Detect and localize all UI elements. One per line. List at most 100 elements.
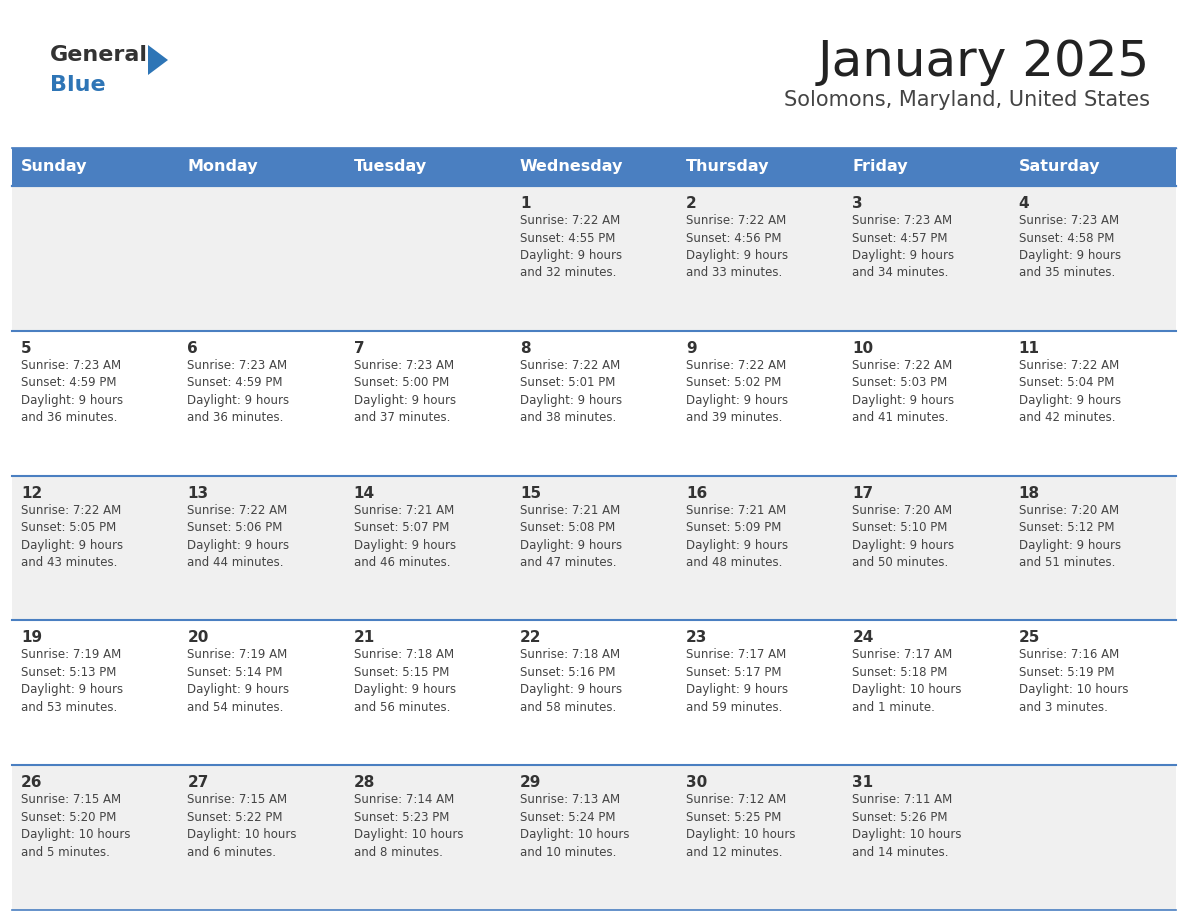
- Bar: [12, 330, 178, 476]
- Text: 30: 30: [687, 775, 707, 790]
- Bar: [843, 766, 1010, 910]
- Text: Sunrise: 7:18 AM
Sunset: 5:15 PM
Daylight: 9 hours
and 56 minutes.: Sunrise: 7:18 AM Sunset: 5:15 PM Dayligh…: [354, 648, 456, 714]
- Bar: [12, 621, 178, 766]
- Text: 29: 29: [520, 775, 542, 790]
- Text: 28: 28: [354, 775, 375, 790]
- Bar: [345, 186, 511, 330]
- Bar: [511, 148, 677, 186]
- Bar: [843, 621, 1010, 766]
- Bar: [345, 330, 511, 476]
- Bar: [1010, 476, 1176, 621]
- Bar: [843, 186, 1010, 330]
- Text: 26: 26: [21, 775, 43, 790]
- Polygon shape: [148, 45, 168, 75]
- Text: Sunrise: 7:22 AM
Sunset: 4:56 PM
Daylight: 9 hours
and 33 minutes.: Sunrise: 7:22 AM Sunset: 4:56 PM Dayligh…: [687, 214, 789, 279]
- Text: Saturday: Saturday: [1019, 160, 1100, 174]
- Text: Sunrise: 7:19 AM
Sunset: 5:14 PM
Daylight: 9 hours
and 54 minutes.: Sunrise: 7:19 AM Sunset: 5:14 PM Dayligh…: [188, 648, 290, 714]
- Text: Sunrise: 7:17 AM
Sunset: 5:18 PM
Daylight: 10 hours
and 1 minute.: Sunrise: 7:17 AM Sunset: 5:18 PM Dayligh…: [853, 648, 962, 714]
- Text: Sunrise: 7:12 AM
Sunset: 5:25 PM
Daylight: 10 hours
and 12 minutes.: Sunrise: 7:12 AM Sunset: 5:25 PM Dayligh…: [687, 793, 796, 858]
- Text: 21: 21: [354, 631, 375, 645]
- Text: Sunrise: 7:23 AM
Sunset: 4:59 PM
Daylight: 9 hours
and 36 minutes.: Sunrise: 7:23 AM Sunset: 4:59 PM Dayligh…: [21, 359, 124, 424]
- Text: Sunrise: 7:13 AM
Sunset: 5:24 PM
Daylight: 10 hours
and 10 minutes.: Sunrise: 7:13 AM Sunset: 5:24 PM Dayligh…: [520, 793, 630, 858]
- Text: 15: 15: [520, 486, 541, 500]
- Text: Sunrise: 7:23 AM
Sunset: 5:00 PM
Daylight: 9 hours
and 37 minutes.: Sunrise: 7:23 AM Sunset: 5:00 PM Dayligh…: [354, 359, 456, 424]
- Bar: [677, 148, 843, 186]
- Text: 3: 3: [853, 196, 862, 211]
- Text: 18: 18: [1019, 486, 1040, 500]
- Text: 31: 31: [853, 775, 873, 790]
- Bar: [843, 476, 1010, 621]
- Bar: [677, 330, 843, 476]
- Text: 27: 27: [188, 775, 209, 790]
- Bar: [178, 766, 345, 910]
- Text: 17: 17: [853, 486, 873, 500]
- Bar: [12, 148, 178, 186]
- Text: Sunrise: 7:22 AM
Sunset: 5:04 PM
Daylight: 9 hours
and 42 minutes.: Sunrise: 7:22 AM Sunset: 5:04 PM Dayligh…: [1019, 359, 1120, 424]
- Bar: [12, 476, 178, 621]
- Text: 24: 24: [853, 631, 874, 645]
- Text: Sunrise: 7:22 AM
Sunset: 5:06 PM
Daylight: 9 hours
and 44 minutes.: Sunrise: 7:22 AM Sunset: 5:06 PM Dayligh…: [188, 504, 290, 569]
- Text: 23: 23: [687, 631, 708, 645]
- Text: 9: 9: [687, 341, 697, 356]
- Text: Sunrise: 7:22 AM
Sunset: 5:01 PM
Daylight: 9 hours
and 38 minutes.: Sunrise: 7:22 AM Sunset: 5:01 PM Dayligh…: [520, 359, 623, 424]
- Bar: [511, 621, 677, 766]
- Text: Sunrise: 7:17 AM
Sunset: 5:17 PM
Daylight: 9 hours
and 59 minutes.: Sunrise: 7:17 AM Sunset: 5:17 PM Dayligh…: [687, 648, 789, 714]
- Text: Sunrise: 7:22 AM
Sunset: 4:55 PM
Daylight: 9 hours
and 32 minutes.: Sunrise: 7:22 AM Sunset: 4:55 PM Dayligh…: [520, 214, 623, 279]
- Text: Sunrise: 7:19 AM
Sunset: 5:13 PM
Daylight: 9 hours
and 53 minutes.: Sunrise: 7:19 AM Sunset: 5:13 PM Dayligh…: [21, 648, 124, 714]
- Text: Sunrise: 7:16 AM
Sunset: 5:19 PM
Daylight: 10 hours
and 3 minutes.: Sunrise: 7:16 AM Sunset: 5:19 PM Dayligh…: [1019, 648, 1129, 714]
- Bar: [345, 621, 511, 766]
- Text: Sunrise: 7:14 AM
Sunset: 5:23 PM
Daylight: 10 hours
and 8 minutes.: Sunrise: 7:14 AM Sunset: 5:23 PM Dayligh…: [354, 793, 463, 858]
- Text: 19: 19: [21, 631, 42, 645]
- Text: 4: 4: [1019, 196, 1029, 211]
- Text: 20: 20: [188, 631, 209, 645]
- Text: 7: 7: [354, 341, 365, 356]
- Text: Sunrise: 7:21 AM
Sunset: 5:08 PM
Daylight: 9 hours
and 47 minutes.: Sunrise: 7:21 AM Sunset: 5:08 PM Dayligh…: [520, 504, 623, 569]
- Text: Solomons, Maryland, United States: Solomons, Maryland, United States: [784, 90, 1150, 110]
- Text: Sunrise: 7:20 AM
Sunset: 5:10 PM
Daylight: 9 hours
and 50 minutes.: Sunrise: 7:20 AM Sunset: 5:10 PM Dayligh…: [853, 504, 954, 569]
- Text: Blue: Blue: [50, 75, 106, 95]
- Text: Thursday: Thursday: [687, 160, 770, 174]
- Text: 1: 1: [520, 196, 530, 211]
- Bar: [178, 621, 345, 766]
- Text: Sunrise: 7:23 AM
Sunset: 4:58 PM
Daylight: 9 hours
and 35 minutes.: Sunrise: 7:23 AM Sunset: 4:58 PM Dayligh…: [1019, 214, 1120, 279]
- Bar: [843, 330, 1010, 476]
- Bar: [12, 766, 178, 910]
- Text: Sunday: Sunday: [21, 160, 88, 174]
- Bar: [677, 476, 843, 621]
- Text: Sunrise: 7:18 AM
Sunset: 5:16 PM
Daylight: 9 hours
and 58 minutes.: Sunrise: 7:18 AM Sunset: 5:16 PM Dayligh…: [520, 648, 623, 714]
- Bar: [677, 621, 843, 766]
- Text: Tuesday: Tuesday: [354, 160, 426, 174]
- Text: Sunrise: 7:11 AM
Sunset: 5:26 PM
Daylight: 10 hours
and 14 minutes.: Sunrise: 7:11 AM Sunset: 5:26 PM Dayligh…: [853, 793, 962, 858]
- Text: 2: 2: [687, 196, 697, 211]
- Bar: [345, 476, 511, 621]
- Bar: [511, 330, 677, 476]
- Text: 12: 12: [21, 486, 43, 500]
- Text: 6: 6: [188, 341, 198, 356]
- Bar: [345, 766, 511, 910]
- Text: Friday: Friday: [853, 160, 908, 174]
- Text: Monday: Monday: [188, 160, 258, 174]
- Bar: [345, 148, 511, 186]
- Text: 10: 10: [853, 341, 873, 356]
- Bar: [511, 476, 677, 621]
- Text: Sunrise: 7:20 AM
Sunset: 5:12 PM
Daylight: 9 hours
and 51 minutes.: Sunrise: 7:20 AM Sunset: 5:12 PM Dayligh…: [1019, 504, 1120, 569]
- Bar: [511, 186, 677, 330]
- Text: January 2025: January 2025: [817, 38, 1150, 86]
- Bar: [843, 148, 1010, 186]
- Text: 8: 8: [520, 341, 531, 356]
- Text: Sunrise: 7:23 AM
Sunset: 4:59 PM
Daylight: 9 hours
and 36 minutes.: Sunrise: 7:23 AM Sunset: 4:59 PM Dayligh…: [188, 359, 290, 424]
- Text: Sunrise: 7:15 AM
Sunset: 5:20 PM
Daylight: 10 hours
and 5 minutes.: Sunrise: 7:15 AM Sunset: 5:20 PM Dayligh…: [21, 793, 131, 858]
- Bar: [178, 330, 345, 476]
- Text: Sunrise: 7:22 AM
Sunset: 5:03 PM
Daylight: 9 hours
and 41 minutes.: Sunrise: 7:22 AM Sunset: 5:03 PM Dayligh…: [853, 359, 954, 424]
- Text: 5: 5: [21, 341, 32, 356]
- Bar: [1010, 766, 1176, 910]
- Bar: [1010, 621, 1176, 766]
- Bar: [178, 148, 345, 186]
- Bar: [677, 766, 843, 910]
- Text: Sunrise: 7:22 AM
Sunset: 5:05 PM
Daylight: 9 hours
and 43 minutes.: Sunrise: 7:22 AM Sunset: 5:05 PM Dayligh…: [21, 504, 124, 569]
- Bar: [677, 186, 843, 330]
- Bar: [511, 766, 677, 910]
- Text: 13: 13: [188, 486, 208, 500]
- Text: 16: 16: [687, 486, 707, 500]
- Bar: [178, 186, 345, 330]
